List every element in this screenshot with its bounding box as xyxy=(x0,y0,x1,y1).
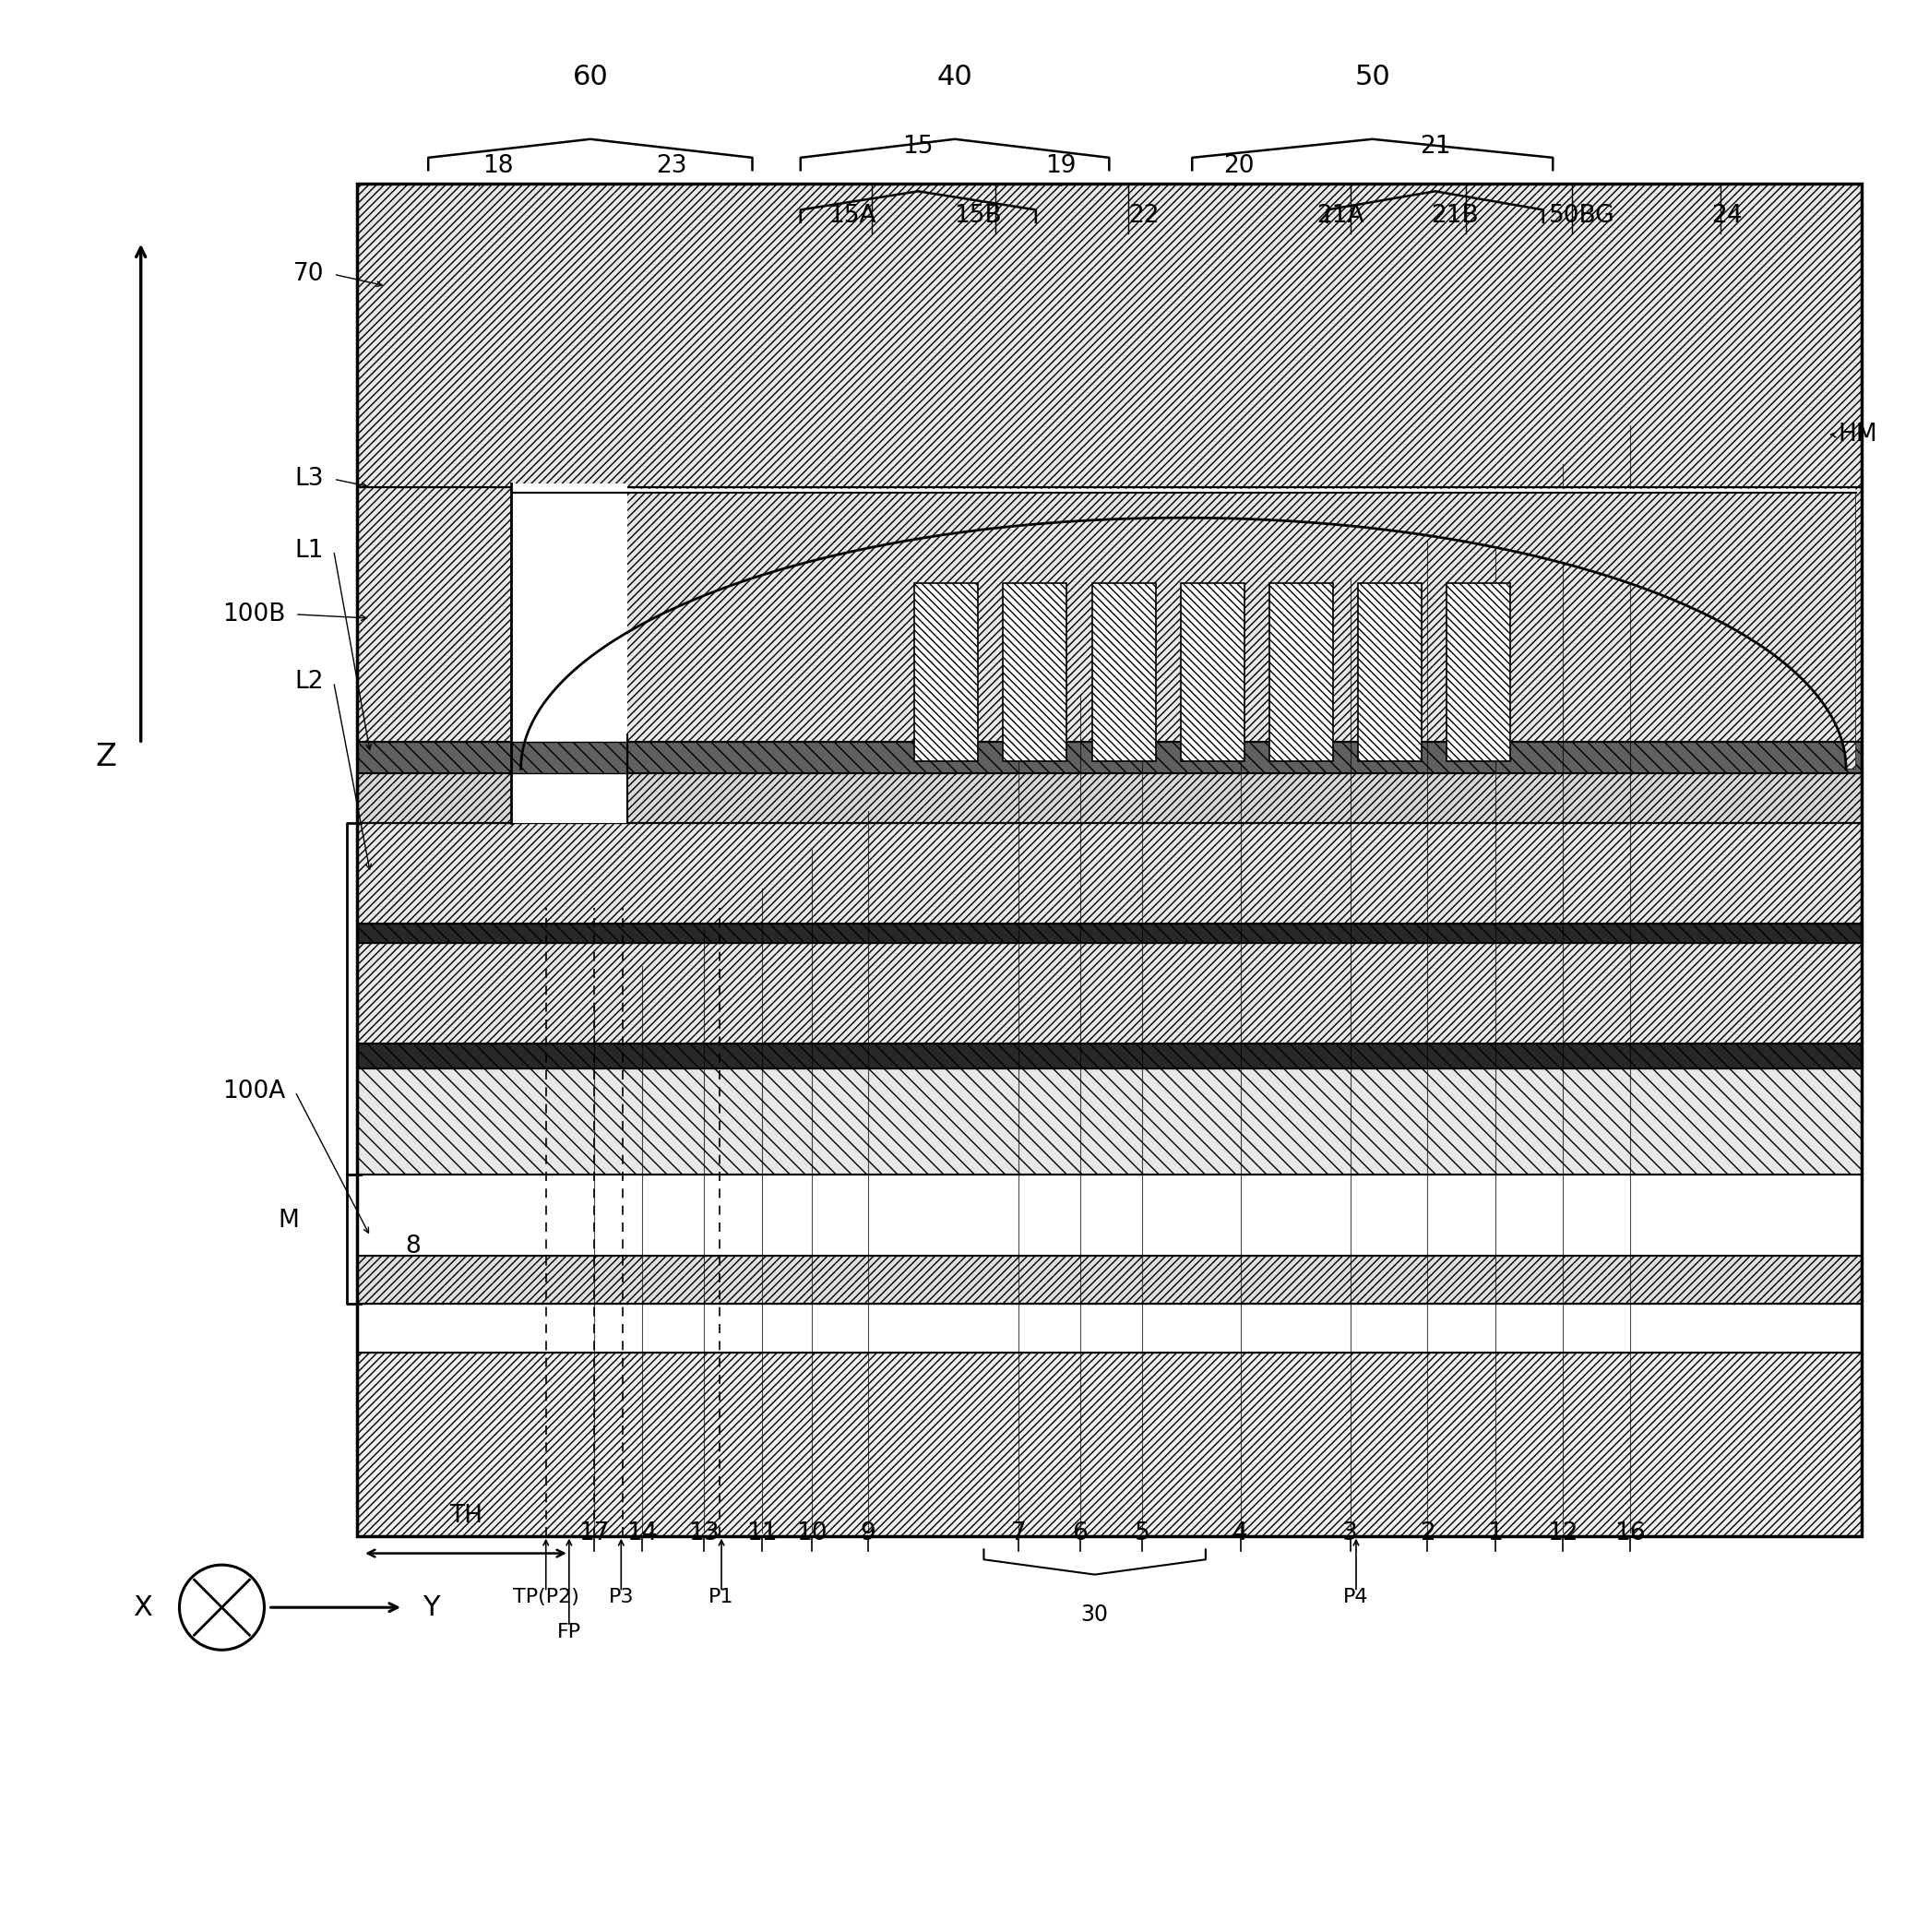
Text: 2: 2 xyxy=(1420,1522,1435,1546)
Text: 30: 30 xyxy=(1080,1604,1109,1625)
Text: 10: 10 xyxy=(797,1522,828,1546)
Bar xyxy=(1358,583,1422,761)
Bar xyxy=(357,184,1861,1536)
Text: 1: 1 xyxy=(1487,1522,1503,1546)
Bar xyxy=(357,742,1861,773)
Text: 14: 14 xyxy=(627,1522,658,1546)
Bar xyxy=(357,487,1861,742)
Text: 11: 11 xyxy=(747,1522,777,1546)
Text: Z: Z xyxy=(96,742,116,773)
Text: 6: 6 xyxy=(1073,1522,1088,1546)
Text: 21A: 21A xyxy=(1318,205,1364,228)
Text: 15B: 15B xyxy=(955,205,1001,228)
Bar xyxy=(357,1352,1861,1536)
Text: 20: 20 xyxy=(1223,155,1254,178)
Text: 21B: 21B xyxy=(1431,205,1478,228)
Text: X: X xyxy=(133,1594,152,1621)
Text: 3: 3 xyxy=(1343,1522,1358,1546)
Text: 100B: 100B xyxy=(222,603,285,626)
Bar xyxy=(1269,583,1333,761)
Text: FP: FP xyxy=(557,1623,581,1642)
Text: TP(P2): TP(P2) xyxy=(513,1588,579,1607)
Bar xyxy=(357,1175,1861,1256)
Text: TH: TH xyxy=(449,1505,482,1528)
Text: 18: 18 xyxy=(482,155,513,178)
Bar xyxy=(357,1304,1861,1352)
Bar xyxy=(1181,583,1244,761)
Text: 13: 13 xyxy=(689,1522,720,1546)
Bar xyxy=(1447,583,1510,761)
Text: 9: 9 xyxy=(860,1522,876,1546)
Text: 50BG: 50BG xyxy=(1549,205,1615,228)
Bar xyxy=(511,742,627,773)
Text: L1: L1 xyxy=(295,539,324,562)
Polygon shape xyxy=(511,489,1856,769)
Bar xyxy=(357,1256,1861,1304)
Text: 50: 50 xyxy=(1354,64,1391,91)
Text: P1: P1 xyxy=(708,1588,735,1607)
Bar xyxy=(357,923,1861,943)
Text: P3: P3 xyxy=(608,1588,635,1607)
Bar xyxy=(1092,583,1155,761)
Bar xyxy=(357,773,1861,823)
Text: 19: 19 xyxy=(1046,155,1076,178)
Bar xyxy=(357,184,1861,487)
Bar xyxy=(511,483,627,823)
Text: 4: 4 xyxy=(1233,1522,1248,1546)
Text: 60: 60 xyxy=(573,64,608,91)
Bar xyxy=(357,1043,1861,1068)
Bar xyxy=(357,943,1861,1043)
Text: 24: 24 xyxy=(1711,205,1742,228)
Text: 23: 23 xyxy=(656,155,687,178)
Text: HM: HM xyxy=(1838,423,1877,446)
Text: 100A: 100A xyxy=(222,1080,285,1103)
Text: L3: L3 xyxy=(295,468,324,491)
Text: 8: 8 xyxy=(405,1235,421,1258)
Text: P4: P4 xyxy=(1343,1588,1370,1607)
Polygon shape xyxy=(511,493,1856,769)
Text: 70: 70 xyxy=(293,263,324,286)
Bar xyxy=(914,583,978,761)
Text: 22: 22 xyxy=(1128,205,1159,228)
Bar xyxy=(1003,583,1067,761)
Text: 16: 16 xyxy=(1615,1522,1645,1546)
Text: M: M xyxy=(278,1209,299,1233)
Text: 40: 40 xyxy=(937,64,972,91)
Text: Y: Y xyxy=(422,1594,440,1621)
Bar xyxy=(357,1068,1861,1175)
Text: 17: 17 xyxy=(579,1522,610,1546)
Text: 21: 21 xyxy=(1420,135,1451,158)
Text: 5: 5 xyxy=(1134,1522,1150,1546)
Text: 7: 7 xyxy=(1011,1522,1026,1546)
Text: 12: 12 xyxy=(1547,1522,1578,1546)
Text: L2: L2 xyxy=(295,670,324,694)
Text: 15A: 15A xyxy=(829,205,876,228)
Bar xyxy=(357,823,1861,923)
Text: 15: 15 xyxy=(903,135,934,158)
